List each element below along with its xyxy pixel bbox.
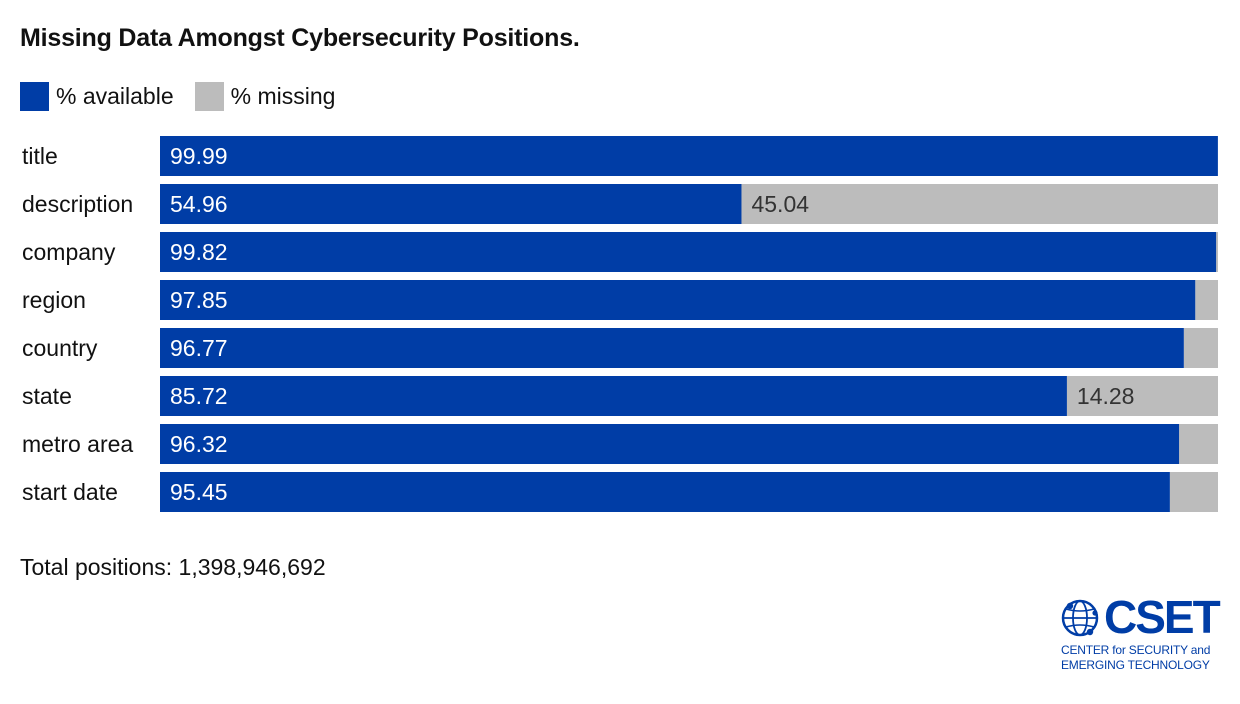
bar-missing bbox=[1183, 328, 1218, 368]
bar-available bbox=[160, 184, 742, 224]
data-label-missing: 14.28 bbox=[1077, 383, 1135, 409]
bar-available bbox=[160, 424, 1180, 464]
data-label-available: 85.72 bbox=[170, 383, 228, 409]
bar-missing bbox=[1179, 424, 1218, 464]
data-label-missing: 45.04 bbox=[751, 191, 809, 217]
bar-available bbox=[160, 328, 1184, 368]
data-label-available: 99.82 bbox=[170, 239, 228, 265]
data-label-available: 97.85 bbox=[170, 287, 228, 313]
data-label-available: 96.32 bbox=[170, 431, 228, 457]
legend-item-available: % available bbox=[20, 82, 174, 111]
bar-available bbox=[160, 376, 1067, 416]
legend-item-missing: % missing bbox=[194, 82, 336, 111]
legend-label-missing: % missing bbox=[230, 83, 336, 109]
bar-missing bbox=[1216, 232, 1218, 272]
logo-tagline-2: EMERGING TECHNOLOGY bbox=[1061, 658, 1210, 672]
bar-available bbox=[160, 280, 1196, 320]
total-positions: Total positions: 1,398,946,692 bbox=[20, 554, 326, 580]
category-label: description bbox=[22, 191, 133, 217]
bar-available bbox=[160, 136, 1218, 176]
globe-network-icon bbox=[1061, 599, 1099, 637]
category-label: country bbox=[22, 335, 98, 361]
bar-missing bbox=[1066, 376, 1218, 416]
data-label-available: 96.77 bbox=[170, 335, 228, 361]
category-label: metro area bbox=[22, 431, 133, 457]
category-label: start date bbox=[22, 479, 118, 505]
category-label: state bbox=[22, 383, 72, 409]
data-label-available: 54.96 bbox=[170, 191, 228, 217]
bar-available bbox=[160, 472, 1170, 512]
cset-logo: CSET CENTER for SECURITY and EMERGING TE… bbox=[1060, 591, 1221, 676]
category-label: company bbox=[22, 239, 116, 265]
legend-swatch-available bbox=[20, 82, 49, 111]
bar-chart: title 99.99 description 54.96 45.04 company 99… bbox=[22, 136, 1218, 512]
data-label-available: 99.99 bbox=[170, 143, 228, 169]
chart-title: Missing Data Amongst Cybersecurity Posit… bbox=[20, 24, 580, 52]
legend-swatch-missing bbox=[194, 82, 224, 111]
bar-missing bbox=[741, 184, 1218, 224]
logo-wordmark: CSET bbox=[1104, 591, 1221, 643]
data-label-available: 95.45 bbox=[170, 479, 228, 505]
logo-tagline-1: CENTER for SECURITY and bbox=[1061, 643, 1211, 657]
legend: % available % missing bbox=[20, 82, 356, 111]
bar-available bbox=[160, 232, 1217, 272]
legend-label-available: % available bbox=[56, 83, 174, 109]
category-label: region bbox=[22, 287, 86, 313]
bar-missing bbox=[1195, 280, 1218, 320]
bar-missing bbox=[1169, 472, 1218, 512]
category-label: title bbox=[22, 143, 58, 169]
